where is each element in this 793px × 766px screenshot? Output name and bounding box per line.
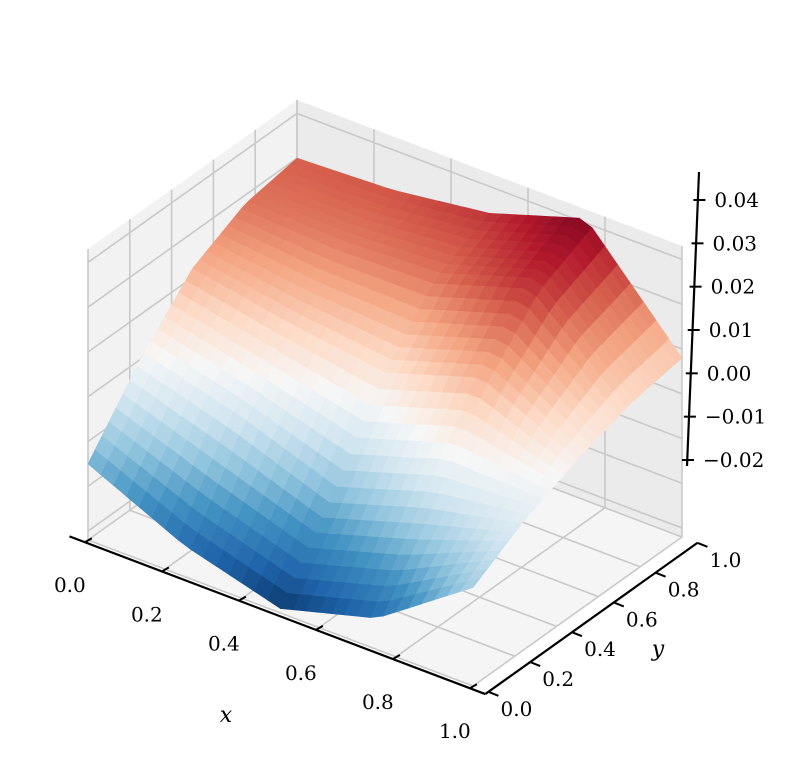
x-tick-label: 0.0 xyxy=(54,573,86,597)
x-tick xyxy=(161,566,170,573)
surface-patch xyxy=(459,577,481,593)
z-tick-label: 0.03 xyxy=(713,231,758,255)
x-tick-label: 1.0 xyxy=(439,719,471,743)
y-tick-label: 0.6 xyxy=(626,607,658,631)
y-tick-label: 0.8 xyxy=(668,578,700,602)
z-tick-label: 0.02 xyxy=(711,275,756,299)
z-tick-label: 0.04 xyxy=(714,188,759,212)
x-tick-label: 0.8 xyxy=(362,690,394,714)
surface xyxy=(87,157,683,618)
x-axis-title: x xyxy=(220,703,233,728)
z-tick-label: −0.02 xyxy=(703,448,764,472)
y-tick xyxy=(529,661,541,667)
y-tick xyxy=(655,571,666,578)
x-tick-label: 0.2 xyxy=(131,602,163,626)
y-tick xyxy=(697,541,708,548)
z-tick-label: 0.01 xyxy=(709,318,754,342)
y-tick-label: 1.0 xyxy=(709,548,741,572)
x-tick xyxy=(315,624,324,631)
tick-labels: 0.0 0.2 0.4 0.6 0.8 1.0 0.0 0.2 0.4 0.6 0.8 1.0 −0.0… xyxy=(54,188,766,743)
y-axis-line xyxy=(484,541,699,695)
tick-marks xyxy=(84,199,708,697)
z-tick-label: −0.01 xyxy=(705,405,766,429)
y-tick xyxy=(571,631,583,638)
y-tick xyxy=(488,690,499,697)
z-tick-label: 0.00 xyxy=(707,361,752,385)
grid-line-z xyxy=(87,112,683,264)
x-tick xyxy=(238,595,247,602)
x-tick-label: 0.4 xyxy=(208,632,240,656)
x-axis-line xyxy=(69,535,486,696)
y-tick-label: 0.2 xyxy=(542,667,574,691)
x-tick xyxy=(392,654,401,660)
x-tick xyxy=(84,537,93,544)
y-tick xyxy=(613,601,625,608)
y-tick-label: 0.0 xyxy=(500,697,532,721)
y-tick-label: 0.4 xyxy=(584,637,616,661)
x-tick-label: 0.6 xyxy=(285,661,317,685)
y-axis-title: y xyxy=(651,637,665,662)
x-tick xyxy=(469,683,478,690)
z-axis-line xyxy=(685,171,701,467)
